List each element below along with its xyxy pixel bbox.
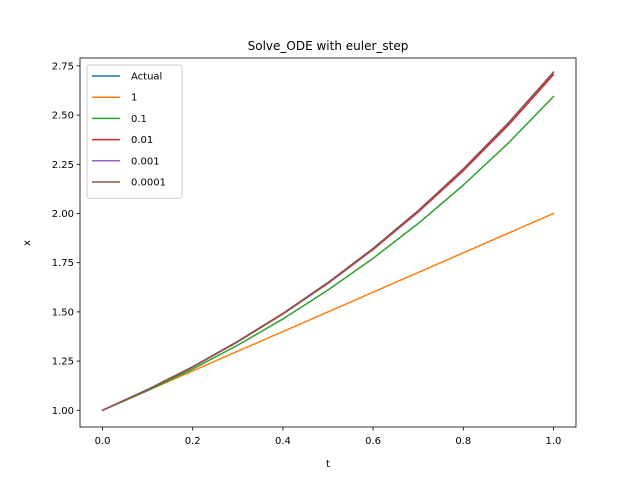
y-tick-label: 1.50 bbox=[52, 307, 74, 318]
y-tick-label: 1.75 bbox=[52, 258, 74, 269]
legend-label-5: 0.0001 bbox=[131, 178, 166, 189]
series-line-1 bbox=[101, 212, 555, 412]
y-axis-label: x bbox=[22, 240, 33, 246]
y-tick-label: 2.25 bbox=[52, 160, 74, 171]
legend-label-4: 0.001 bbox=[131, 156, 160, 167]
x-tick-label: 0.4 bbox=[275, 436, 291, 447]
x-tick-label: 1.0 bbox=[546, 436, 562, 447]
y-tick-label: 1.00 bbox=[52, 406, 74, 417]
legend-label-3: 0.01 bbox=[131, 135, 153, 146]
legend: Actual 1 0.1 0.01 0.001 0.0001 bbox=[86, 64, 183, 199]
legend-label-2: 0.1 bbox=[131, 114, 147, 125]
axes-frame bbox=[79, 57, 577, 428]
x-tick-label: 0.0 bbox=[95, 436, 111, 447]
chart-title: Solve_ODE with euler_step bbox=[248, 39, 409, 53]
series-line-5 bbox=[101, 71, 555, 412]
series-line-2 bbox=[101, 95, 555, 412]
y-tick-label: 1.25 bbox=[52, 357, 74, 368]
x-tick-label: 0.2 bbox=[185, 436, 201, 447]
legend-box bbox=[86, 64, 183, 199]
plot-area bbox=[101, 71, 555, 412]
y-tick-label: 2.75 bbox=[52, 61, 74, 72]
axes: 0.0 0.2 0.4 0.6 0.8 1.0 1.00 1.25 1.50 1.75 2.00 2.… bbox=[52, 57, 577, 447]
y-tick-label: 2.00 bbox=[52, 209, 74, 220]
legend-label-1: 1 bbox=[131, 93, 137, 104]
legend-label-0: Actual bbox=[131, 72, 162, 83]
x-tick-label: 0.6 bbox=[365, 436, 381, 447]
y-tick-label: 2.50 bbox=[52, 111, 74, 122]
x-tick-label: 0.8 bbox=[455, 436, 471, 447]
x-axis-label: t bbox=[326, 459, 330, 470]
